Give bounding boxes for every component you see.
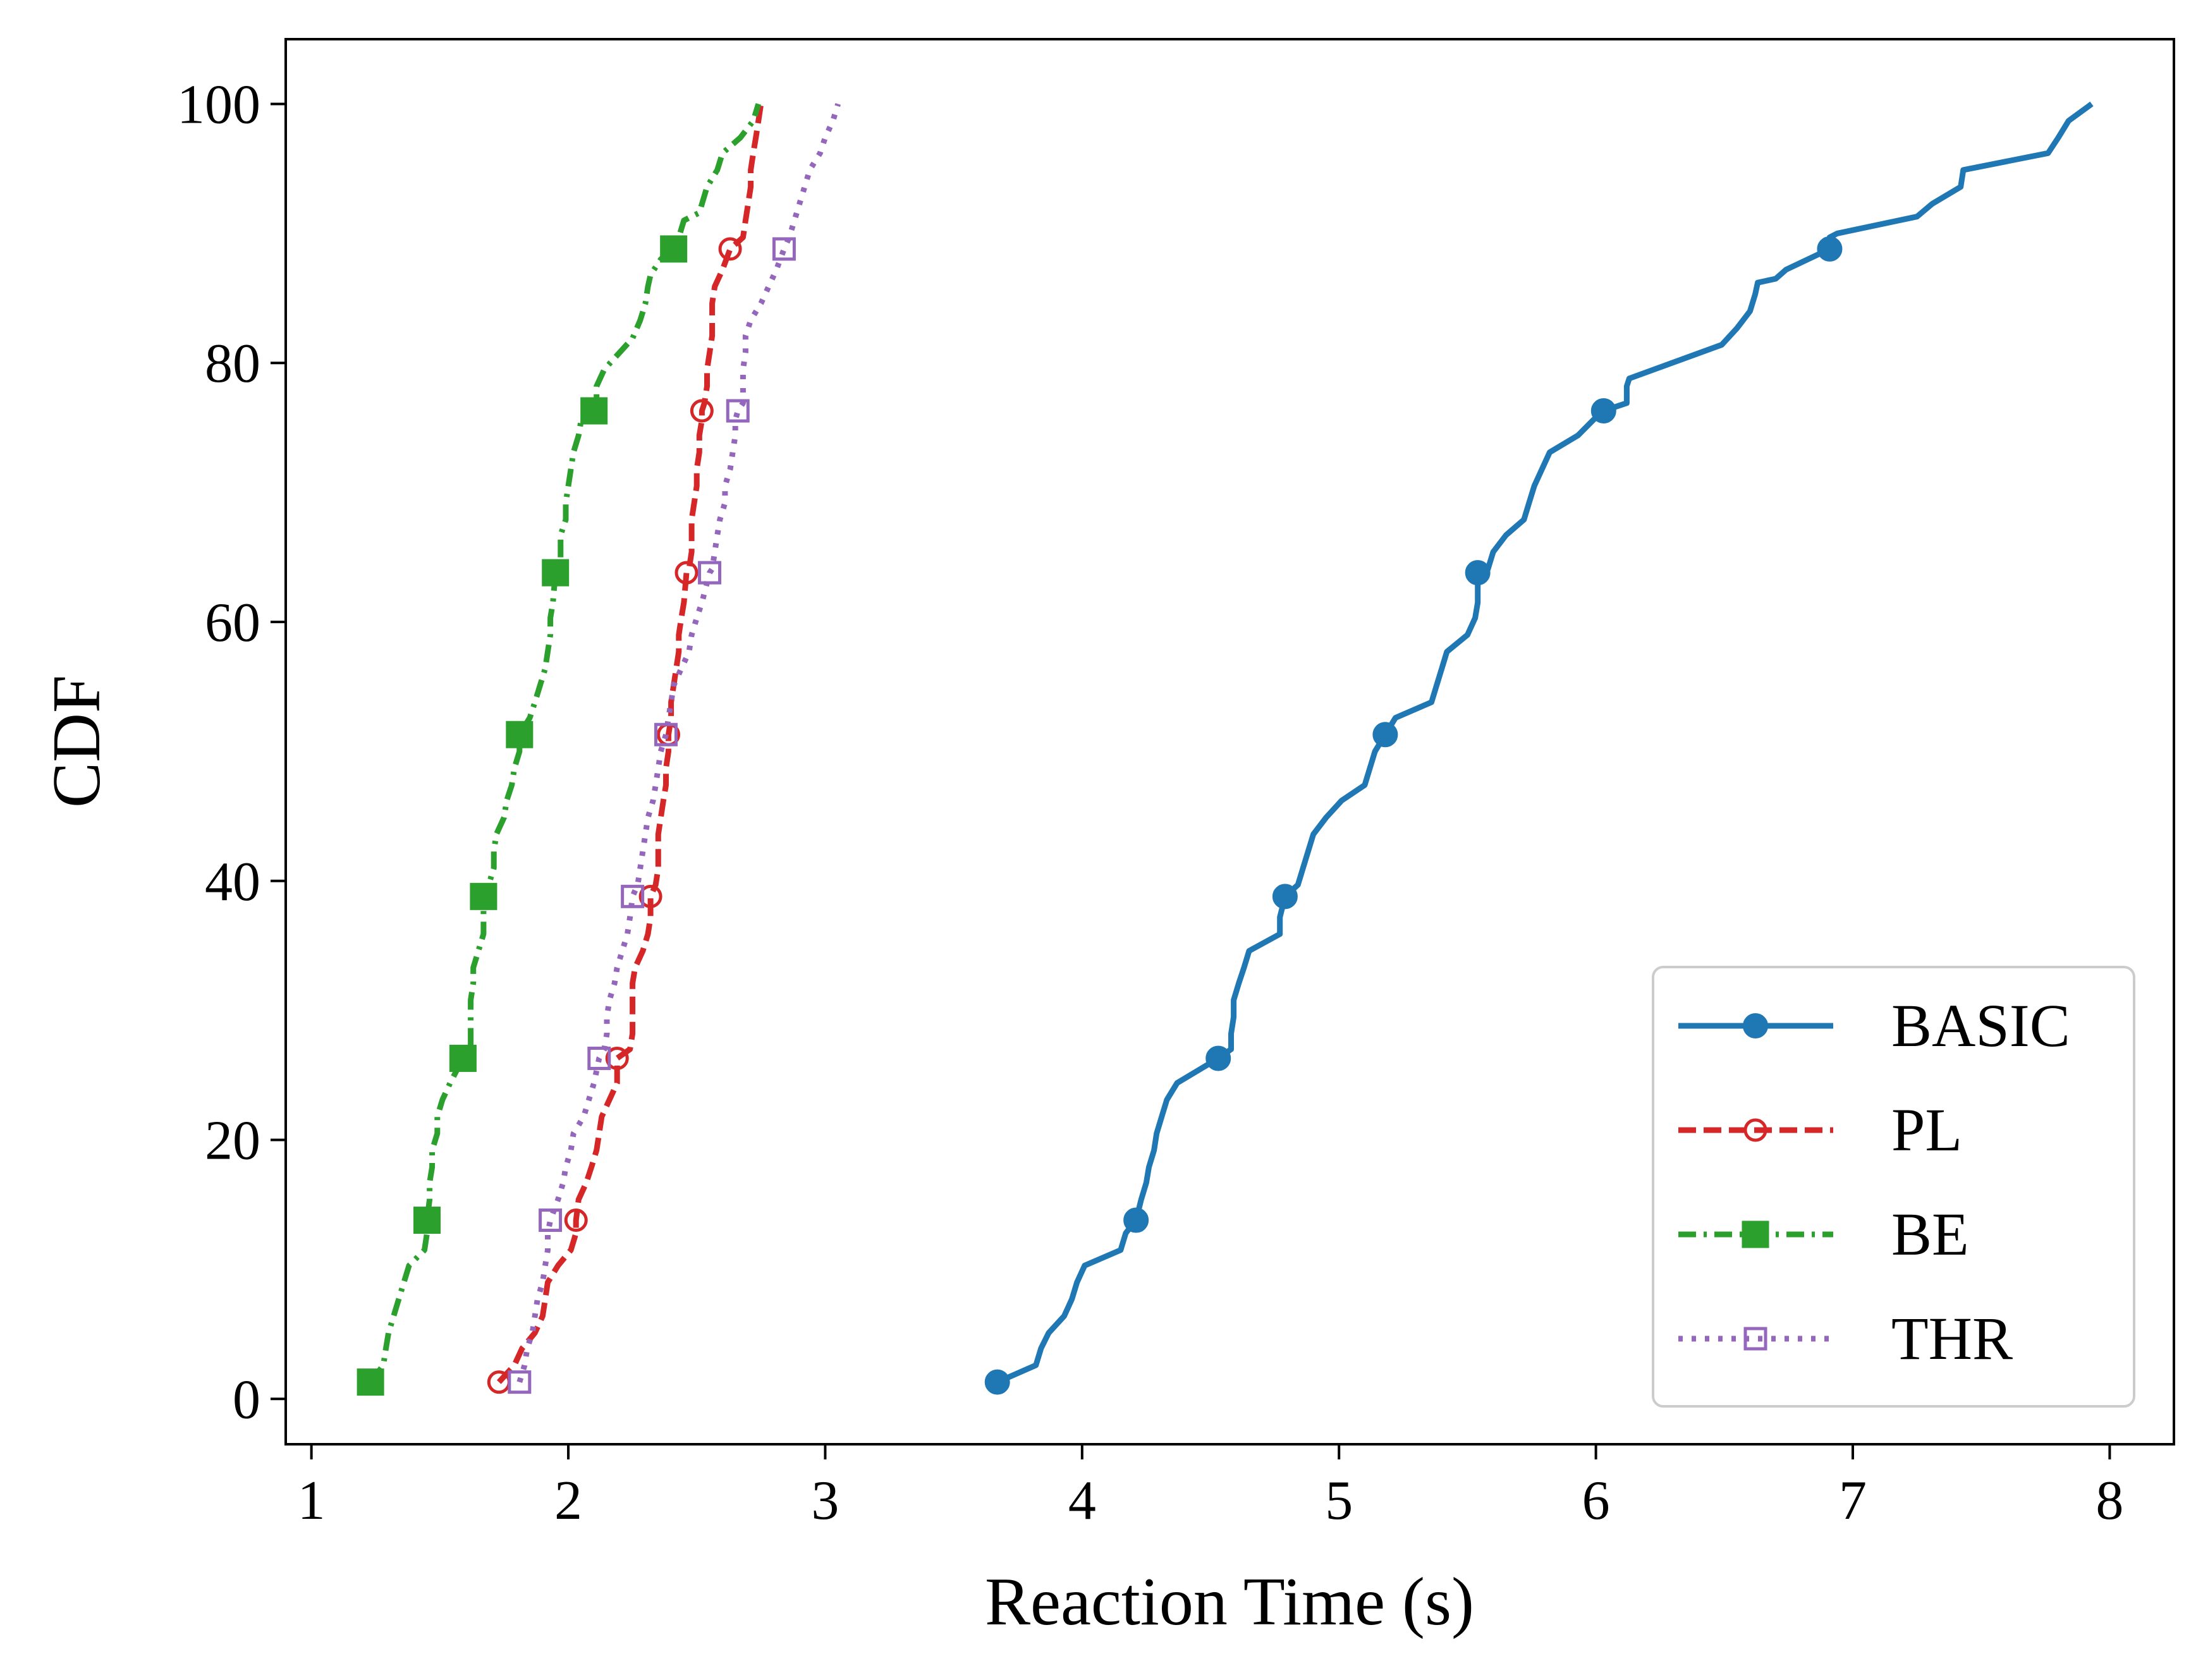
series-basic-marker: [984, 1369, 1010, 1395]
series-basic-marker: [1465, 560, 1491, 586]
series-thr-marker: [508, 1370, 532, 1394]
legend-pl-marker: [1743, 1118, 1767, 1142]
x-tick-label: 8: [2096, 1470, 2123, 1531]
series-thr-marker: [726, 399, 750, 423]
series-be: [357, 103, 762, 1396]
x-tick-label: 7: [1839, 1470, 1867, 1531]
x-tick-label: 6: [1582, 1470, 1610, 1531]
legend-basic-marker: [1743, 1013, 1768, 1038]
series-basic-line: [996, 101, 2094, 1385]
series-pl-marker: [718, 237, 742, 261]
legend-pl: PL: [1678, 1096, 1962, 1164]
x-axis-ticks: 1 2 3 4 5 6 7 8: [298, 1444, 2123, 1531]
series-pl-marker: [638, 884, 662, 908]
series-thr-marker: [587, 1046, 611, 1070]
series-basic-marker: [1123, 1207, 1149, 1233]
series-be-marker: [580, 397, 608, 425]
x-tick-label: 4: [1068, 1470, 1096, 1531]
series-be-marker: [506, 721, 534, 748]
legend-entries: BASIC PL BE THR: [1678, 992, 2070, 1372]
series-be-marker: [660, 235, 688, 263]
series-thr: [508, 103, 841, 1394]
series-be-marker: [413, 1207, 441, 1234]
series-pl-marker: [564, 1208, 588, 1233]
series-be-marker: [470, 882, 497, 910]
series-basic-marker: [1817, 236, 1843, 262]
legend-thr-label: THR: [1891, 1305, 2013, 1372]
legend-be-label: BE: [1891, 1200, 1969, 1268]
series-thr-marker: [698, 561, 722, 585]
axes-frame: [284, 38, 2175, 1446]
series-basic-marker: [1205, 1045, 1231, 1071]
series-thr-marker: [654, 722, 678, 746]
y-tick-label: 20: [205, 1111, 260, 1172]
legend-be: BE: [1678, 1200, 1969, 1268]
y-axis-ticks: 0 20 40 60 80 100: [177, 74, 286, 1430]
legend-be-marker: [1742, 1220, 1769, 1248]
legend-pl-label: PL: [1891, 1096, 1962, 1164]
y-tick-label: 60: [205, 592, 260, 654]
y-tick-label: 80: [205, 333, 260, 394]
series-be-marker: [542, 559, 570, 587]
y-tick-label: 40: [205, 851, 260, 913]
x-axis-label: Reaction Time (s): [985, 1564, 1474, 1640]
series-thr-line: [516, 103, 841, 1384]
x-tick-label: 5: [1325, 1470, 1353, 1531]
series-be-line: [368, 103, 762, 1384]
series-basic-marker: [1372, 722, 1398, 748]
series-be-marker: [449, 1044, 477, 1072]
series-pl-line: [496, 103, 764, 1384]
series-be-marker: [357, 1368, 384, 1396]
series-pl-marker: [674, 561, 699, 585]
series-basic-marker: [1272, 884, 1298, 910]
y-axis-label: CDF: [39, 675, 114, 808]
legend-thr-marker: [1743, 1327, 1767, 1351]
x-tick-label: 3: [811, 1470, 839, 1531]
series-basic: [984, 101, 2094, 1395]
x-tick-label: 2: [554, 1470, 582, 1531]
y-tick-label: 100: [177, 74, 260, 135]
x-tick-label: 1: [298, 1470, 326, 1531]
y-tick-label: 0: [233, 1369, 260, 1430]
legend: BASIC PL BE THR: [1652, 966, 2135, 1408]
legend-basic: BASIC: [1678, 992, 2070, 1059]
legend-thr: THR: [1678, 1305, 2013, 1372]
series-pl-marker: [605, 1046, 629, 1070]
series-layer: [357, 101, 2094, 1396]
series-thr-marker: [539, 1208, 563, 1233]
series-pl-marker: [690, 399, 714, 423]
series-thr-marker: [772, 237, 796, 261]
series-basic-marker: [1590, 398, 1616, 424]
legend-frame: [1652, 966, 2135, 1408]
series-thr-marker: [621, 884, 645, 908]
legend-basic-label: BASIC: [1891, 992, 2070, 1059]
